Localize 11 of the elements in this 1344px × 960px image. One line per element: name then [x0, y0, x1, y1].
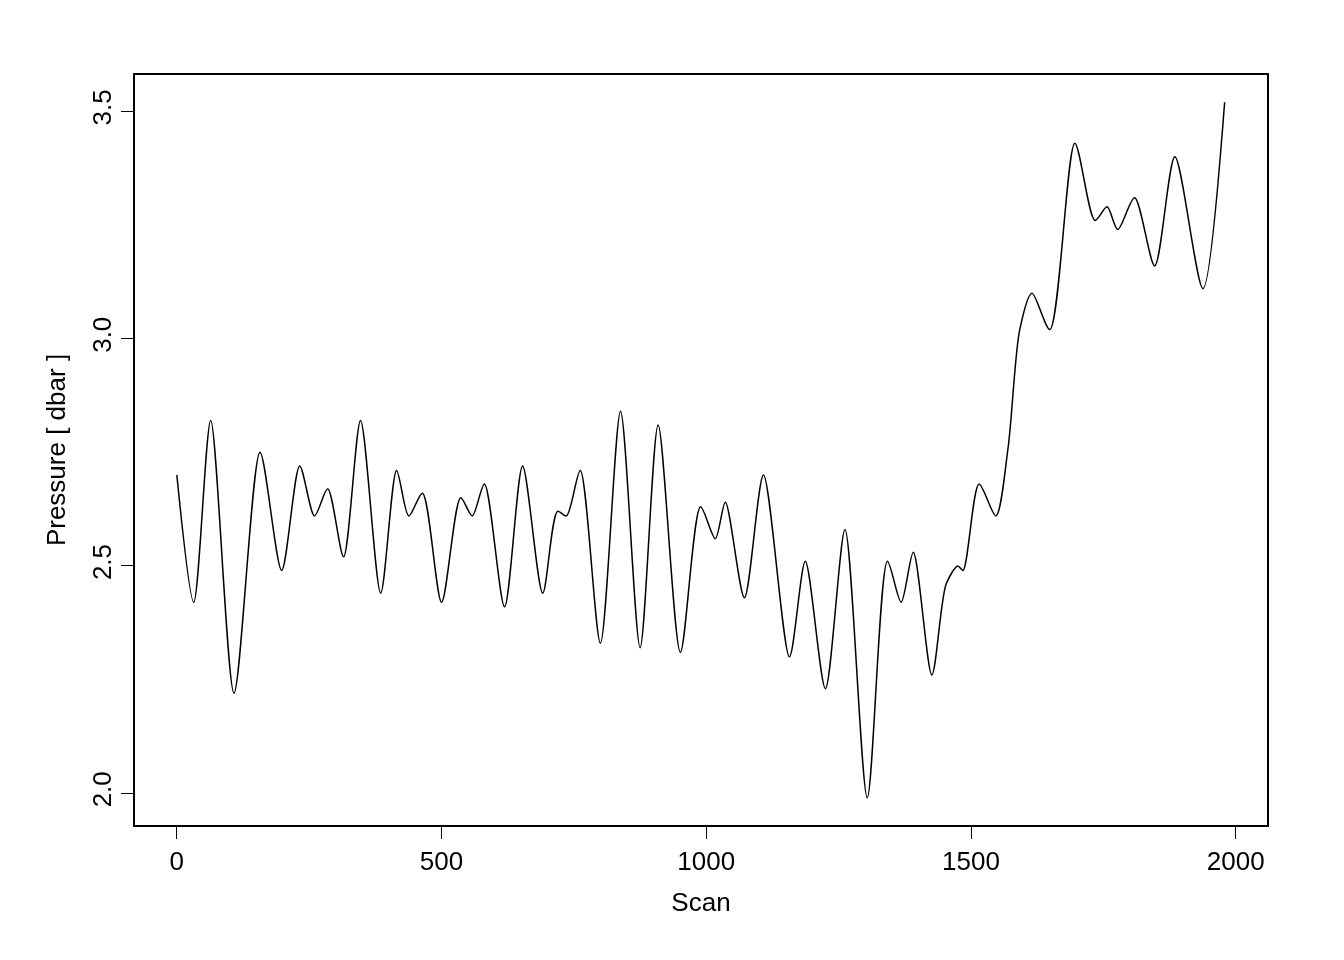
x-tick-label: 2000	[1206, 845, 1265, 876]
x-tick-label: 500	[419, 845, 464, 876]
y-tick-label: 3.5	[86, 89, 117, 126]
x-axis-title: Scan	[671, 887, 731, 918]
x-tick-label: 0	[169, 845, 185, 876]
x-tick-label: 1500	[942, 845, 1000, 876]
y-tick-label: 2.0	[86, 771, 117, 808]
y-axis-title: Pressure [ dbar ]	[40, 353, 71, 547]
x-tick-label: 1000	[677, 845, 736, 876]
y-tick-label: 2.5	[86, 543, 117, 581]
y-tick-label: 3.0	[86, 316, 117, 353]
